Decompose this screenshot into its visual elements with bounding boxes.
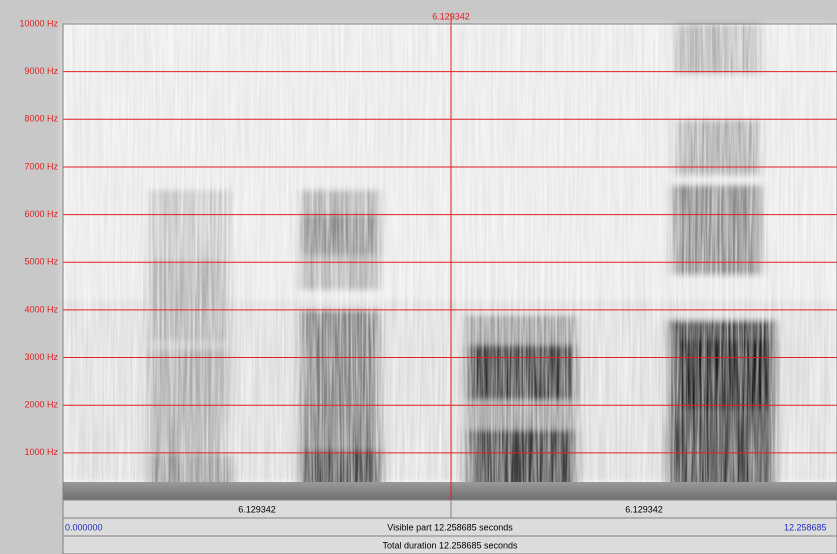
low-frequency-band xyxy=(63,482,837,500)
frequency-label: 5000 Hz xyxy=(24,257,58,267)
visible-part: Visible part 12.258685 seconds xyxy=(387,522,513,532)
right-segment: 6.129342 xyxy=(625,504,663,514)
total-bar[interactable] xyxy=(62,535,837,554)
frequency-label: 4000 Hz xyxy=(24,304,58,314)
frequency-grid xyxy=(63,23,837,454)
frequency-label: 1000 Hz xyxy=(24,447,58,457)
total-duration: Total duration 12.258685 seconds xyxy=(382,540,518,550)
visible-end: 12.258685 xyxy=(784,522,827,532)
frequency-label: 8000 Hz xyxy=(24,114,58,124)
spectrogram-texture xyxy=(63,24,837,484)
time-bar[interactable] xyxy=(62,499,837,519)
frequency-label: 10000 Hz xyxy=(19,18,58,28)
cursor-time: 6.129342 xyxy=(432,11,470,21)
frequency-label: 6000 Hz xyxy=(24,209,58,219)
plot-frame xyxy=(62,23,837,501)
frequency-label: 9000 Hz xyxy=(24,66,58,76)
left-segment: 6.129342 xyxy=(238,504,276,514)
frequency-label: 7000 Hz xyxy=(24,161,58,171)
visible-start: 0.000000 xyxy=(65,522,103,532)
frequency-label: 3000 Hz xyxy=(24,352,58,362)
frequency-label: 2000 Hz xyxy=(24,400,58,410)
